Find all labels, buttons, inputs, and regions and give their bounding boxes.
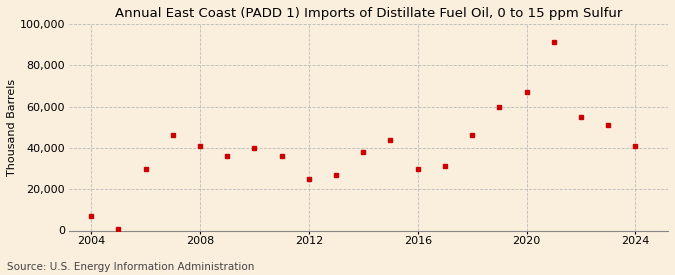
Y-axis label: Thousand Barrels: Thousand Barrels <box>7 79 17 176</box>
Text: Source: U.S. Energy Information Administration: Source: U.S. Energy Information Administ… <box>7 262 254 272</box>
Title: Annual East Coast (PADD 1) Imports of Distillate Fuel Oil, 0 to 15 ppm Sulfur: Annual East Coast (PADD 1) Imports of Di… <box>115 7 622 20</box>
